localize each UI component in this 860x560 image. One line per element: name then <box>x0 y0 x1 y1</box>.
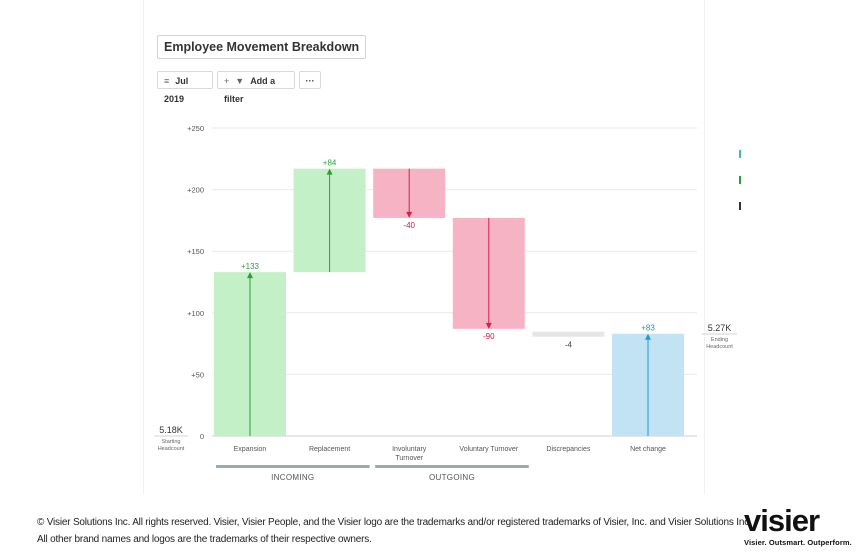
indicator-mark <box>739 176 741 184</box>
y-tick-label: +250 <box>187 124 204 133</box>
data-label: -4 <box>565 341 573 350</box>
y-tick-label: +200 <box>187 186 204 195</box>
starting-headcount-value: 5.18K <box>159 425 183 435</box>
more-options-button[interactable]: ··· <box>299 71 321 89</box>
ending-headcount-label: Headcount <box>706 344 733 350</box>
copyright-line-1: © Visier Solutions Inc. All rights reser… <box>37 517 752 528</box>
category-label: Voluntary Turnover <box>459 446 518 453</box>
bar-arrow-head <box>326 168 333 175</box>
group-label: INCOMING <box>271 473 314 482</box>
visier-logo: visier Visier. Outsmart. Outperform. <box>744 503 852 548</box>
waterfall-chart: 0 +50 +100 +150 +200 +250 +133 Expansion +84 Repl… <box>154 124 737 482</box>
data-label: +83 <box>641 324 655 333</box>
category-label: Turnover <box>395 455 423 462</box>
data-label: -40 <box>403 221 415 230</box>
bar-arrow-head <box>645 333 651 340</box>
ending-headcount-value: 5.27K <box>708 323 732 333</box>
group-label: OUTGOING <box>429 473 475 482</box>
category-label: Replacement <box>309 446 350 453</box>
date-label: Jul 2019 <box>164 76 189 104</box>
data-label: +84 <box>323 159 337 168</box>
category-label: Net change <box>630 446 666 453</box>
data-label: -90 <box>483 332 495 341</box>
starting-headcount-label: Starting <box>162 439 181 445</box>
indicator-mark <box>739 150 741 158</box>
logo-tagline: Visier. Outsmart. Outperform. <box>744 538 852 547</box>
copyright-line-2: All other brand names and logos are the … <box>37 534 372 545</box>
logo-wordmark: visier <box>744 503 820 538</box>
y-tick-label: +150 <box>187 247 204 256</box>
category-label: Involuntary <box>392 446 427 453</box>
group-bar <box>216 465 370 468</box>
date-selector-button[interactable]: ≡ Jul 2019 <box>157 71 213 104</box>
data-label: +133 <box>241 262 260 271</box>
bar-arrow-head <box>485 322 492 329</box>
filter-icon: ▼ <box>235 76 245 86</box>
category-label: Expansion <box>234 446 267 453</box>
y-tick-label: +50 <box>191 370 204 379</box>
plus-icon: + <box>224 76 230 86</box>
page-title: Employee Movement Breakdown <box>157 35 367 59</box>
y-tick-label: 0 <box>200 432 204 441</box>
y-tick-label: +100 <box>187 309 204 318</box>
group-bar <box>375 465 529 468</box>
category-label: Discrepancies <box>546 446 590 453</box>
waterfall-bar <box>532 331 605 337</box>
bar-arrow-head <box>247 272 253 279</box>
add-filter-label: Add a filter <box>224 76 276 104</box>
ending-headcount-label: Ending <box>711 337 728 343</box>
bar-arrow-head <box>406 211 413 218</box>
copyright-footer: © Visier Solutions Inc. All rights reser… <box>37 514 752 548</box>
side-indicators <box>739 150 741 228</box>
menu-icon: ≡ <box>164 76 170 86</box>
indicator-mark <box>739 202 741 210</box>
add-filter-button[interactable]: + ▼ Add a filter <box>217 71 295 104</box>
starting-headcount-label: Headcount <box>158 446 185 452</box>
